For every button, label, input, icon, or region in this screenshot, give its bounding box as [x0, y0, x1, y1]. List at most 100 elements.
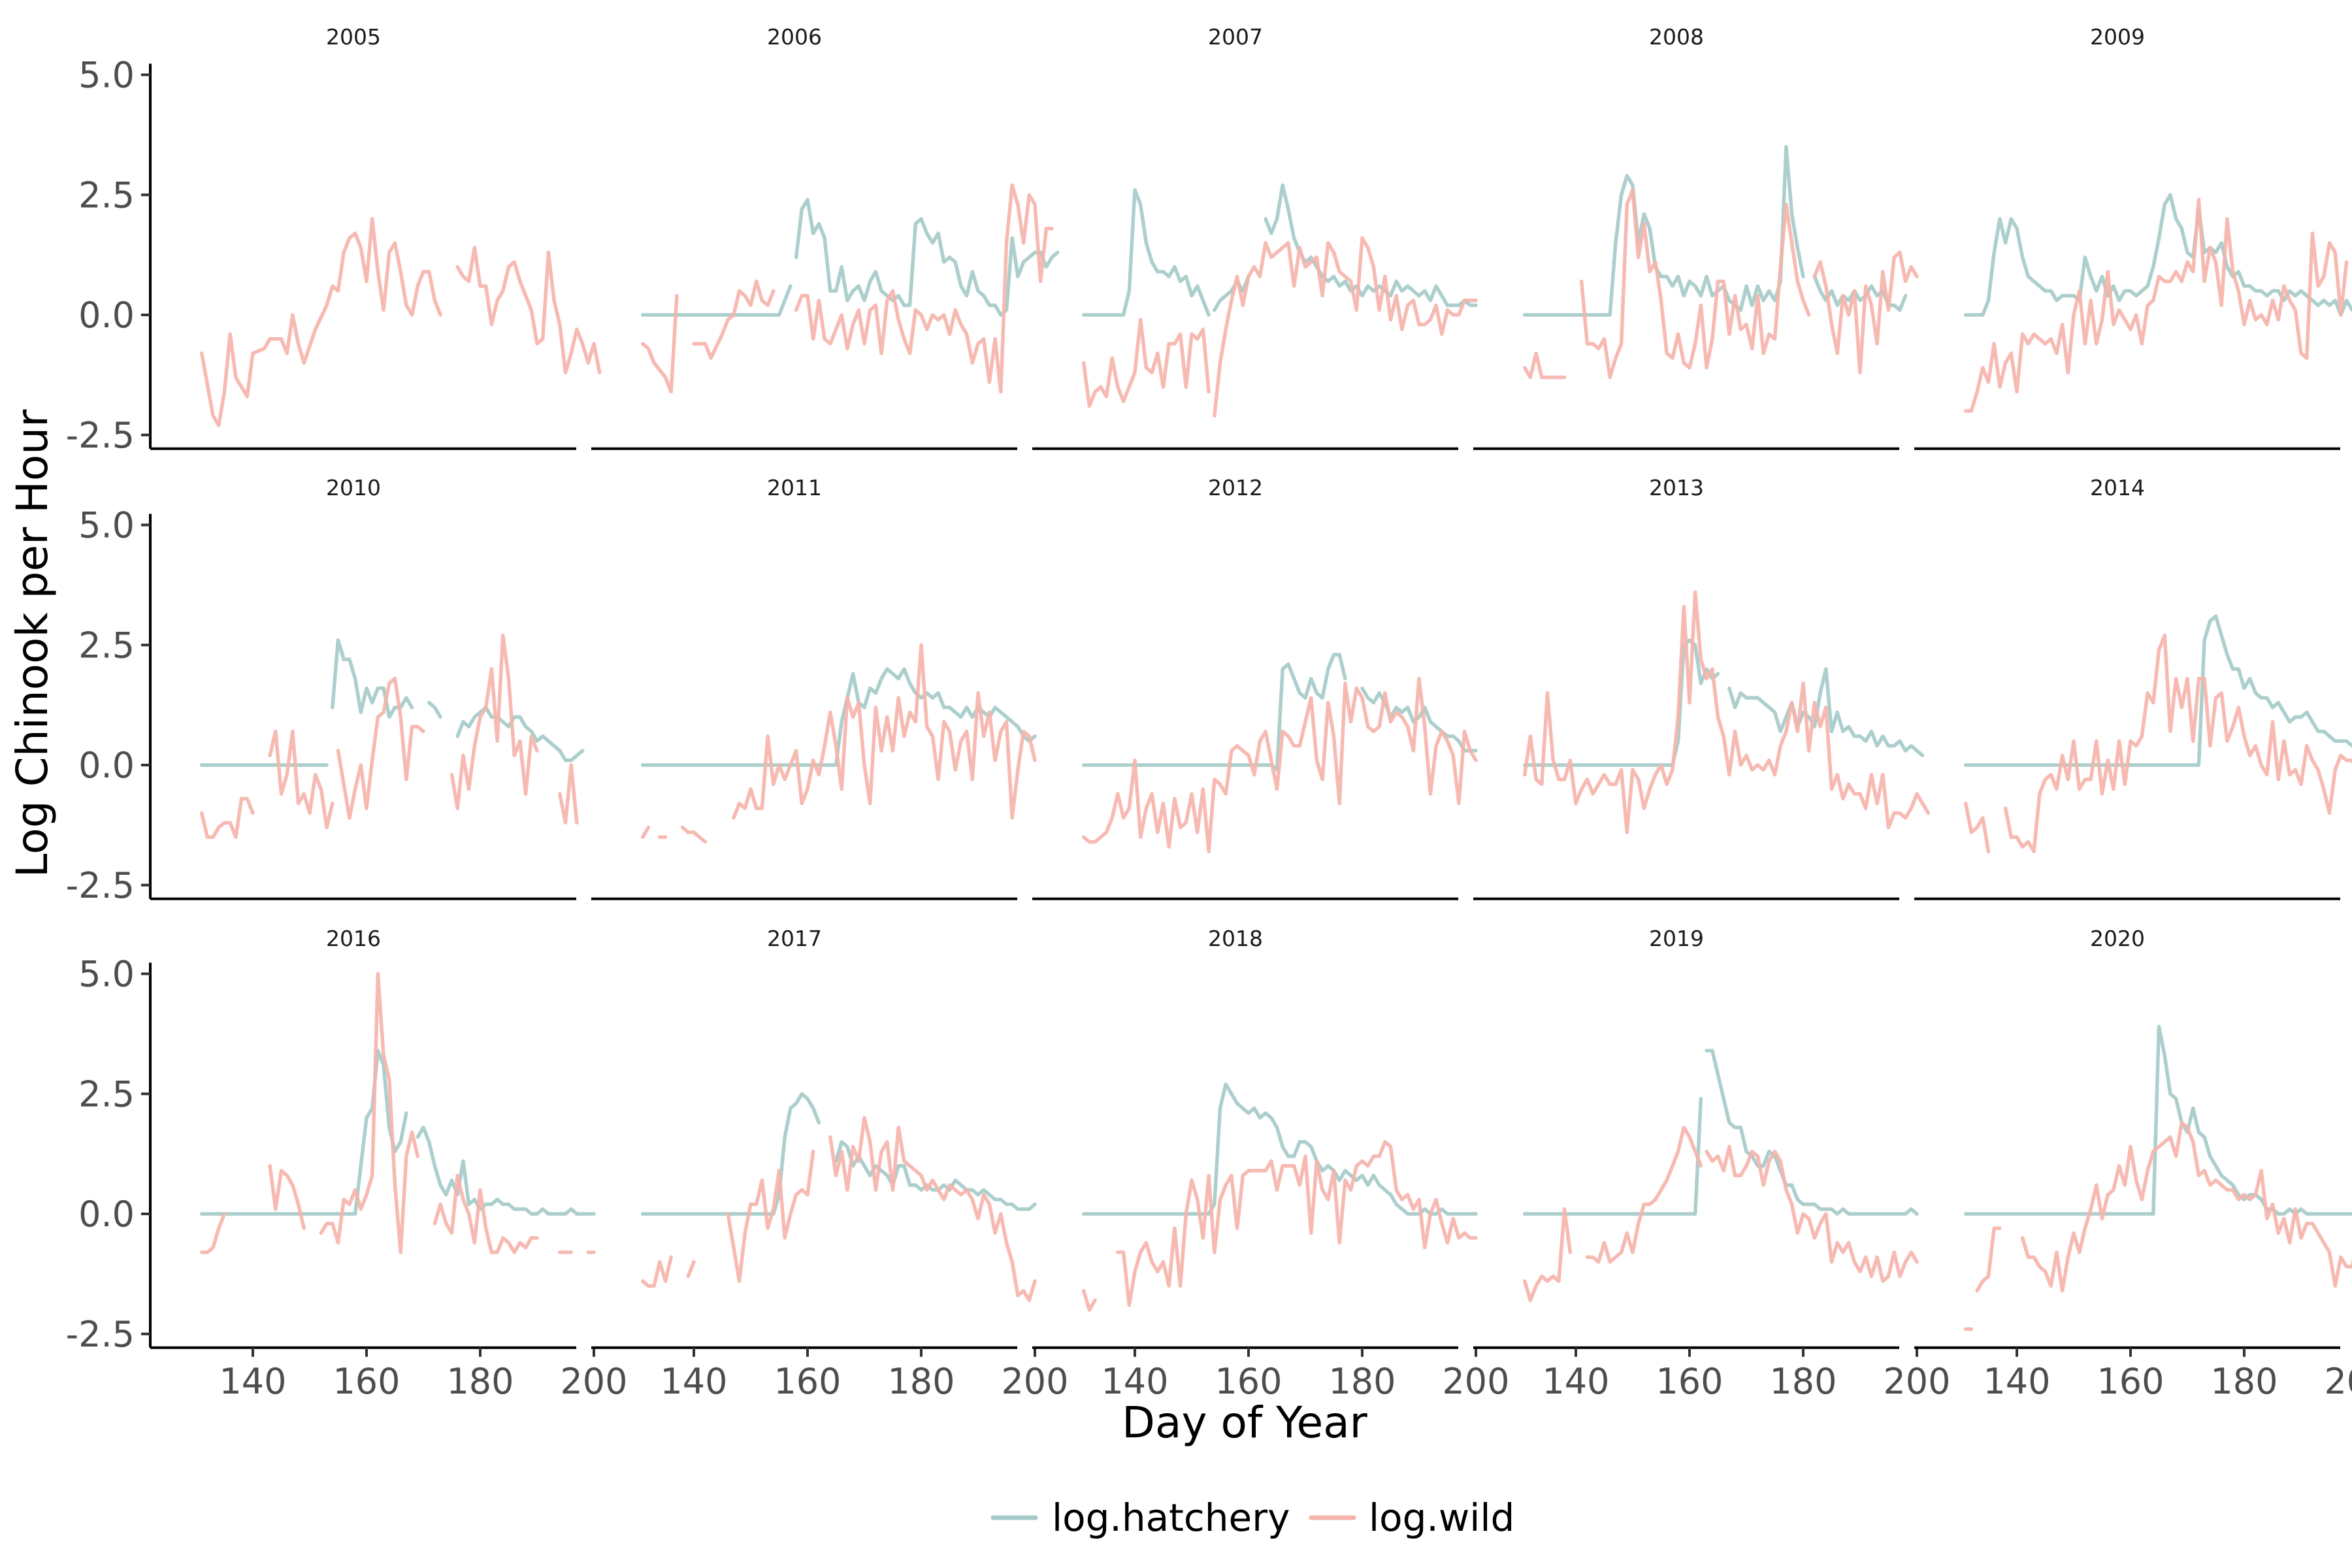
series-line-wild [199, 1212, 227, 1254]
y-tick-label: 0.0 [78, 295, 135, 336]
x-tick-label: 140 [1983, 1361, 2050, 1402]
facet-title: 2013 [1649, 475, 1704, 500]
series-line-wild [1213, 236, 1478, 418]
x-tick-label: 180 [446, 1361, 514, 1402]
series-line-wild [455, 246, 602, 374]
x-tick-label: 160 [774, 1361, 841, 1402]
facet-title: 2006 [767, 24, 822, 50]
x-tick-label: 200 [1001, 1361, 1068, 1402]
series-line-wild [558, 763, 579, 825]
series-line-wild [199, 796, 255, 840]
series-line-wild [1963, 802, 1991, 854]
facet-title: 2016 [326, 926, 381, 951]
series-line-wild [433, 1173, 539, 1254]
x-tick-label: 140 [660, 1361, 727, 1402]
y-tick-label: 5.0 [78, 55, 135, 96]
series-line-wild [336, 676, 425, 820]
series-line-hatchery [199, 1049, 408, 1216]
series-line-wild [2020, 1120, 2352, 1293]
series-line-hatchery [1705, 1049, 1919, 1216]
series-line-wild [1579, 188, 1811, 380]
series-line-hatchery [1963, 614, 2352, 767]
facet-title: 2017 [767, 926, 822, 951]
legend-label-wild: log.wild [1369, 1495, 1514, 1540]
series-line-wild [199, 217, 442, 427]
facet-panel-2009: 2009 [1914, 24, 2352, 450]
series-line-hatchery [640, 284, 792, 317]
facet-title: 2014 [2090, 475, 2145, 500]
series-line-hatchery [834, 1140, 1037, 1211]
x-tick-label: 160 [1215, 1361, 1282, 1402]
series-line-hatchery [1081, 1082, 1478, 1216]
facet-panel-2020: 2020 140 160 180 200 [1914, 926, 2352, 1402]
x-tick-label: 200 [2324, 1361, 2352, 1402]
x-tick-label: 140 [219, 1361, 286, 1402]
facet-panel-2019: 2019 140 160 180 200 [1473, 926, 1951, 1402]
y-axis-title: Log Chinook per Hour [7, 409, 57, 877]
series-line-hatchery [1360, 686, 1478, 753]
series-line-wild [732, 643, 1037, 820]
series-line-wild [319, 972, 420, 1254]
facet-title: 2009 [2090, 24, 2145, 50]
series-line-wild [1522, 590, 1931, 834]
series-line-hatchery [640, 667, 1037, 767]
y-tick-label: -2.5 [66, 1314, 135, 1355]
facet-panel-2014: 2014 [1914, 475, 2352, 900]
series-line-wild [268, 1164, 306, 1230]
facet-panel-2018: 2018 140 160 180 200 [1032, 926, 1510, 1402]
series-line-wild [1081, 318, 1211, 408]
facet-panel-2016: 2016 5.0 2.5 0.0 -2.5 140 160 180 200 [66, 926, 628, 1402]
x-axis-title: Day of Year [1122, 1397, 1367, 1448]
series-line-hatchery [1081, 188, 1211, 317]
series-line-hatchery [1522, 1096, 1703, 1216]
series-line-hatchery [1522, 145, 1805, 317]
x-tick-label: 180 [887, 1361, 955, 1402]
series-line-wild [1522, 351, 1567, 380]
series-line-wild [794, 183, 1054, 394]
y-tick-label: 2.5 [78, 174, 135, 216]
y-tick-label: 2.5 [78, 1073, 135, 1115]
facet-title: 2010 [326, 475, 381, 500]
x-tick-label: 200 [560, 1361, 627, 1402]
series-line-wild [828, 1116, 1037, 1303]
series-line-hatchery [1963, 193, 2352, 317]
series-line-wild [1585, 1125, 1703, 1264]
y-tick-label: -2.5 [66, 865, 135, 906]
facet-panel-2005: 2005 5.0 2.5 0.0 -2.5 [66, 24, 602, 456]
series-line-hatchery [416, 1125, 596, 1216]
legend: log.hatchery log.wild [990, 1495, 1514, 1540]
facet-panel-2006: 2006 [591, 24, 1060, 450]
y-tick-label: 0.0 [78, 1194, 135, 1235]
facet-title: 2012 [1208, 475, 1263, 500]
series-line-wild [1116, 1140, 1478, 1307]
series-line-hatchery [1213, 274, 1250, 312]
facet-title: 2020 [2090, 926, 2145, 951]
x-tick-label: 140 [1101, 1361, 1168, 1402]
series-line-wild [1081, 676, 1478, 854]
facet-panel-2013: 2013 [1473, 475, 1931, 900]
series-line-wild [1705, 1145, 1919, 1283]
x-tick-label: 200 [1442, 1361, 1509, 1402]
facet-title: 2018 [1208, 926, 1263, 951]
facet-title: 2019 [1649, 926, 1704, 951]
x-tick-label: 140 [1542, 1361, 1609, 1402]
panels: 2005 5.0 2.5 0.0 -2.5 2006 2007 2008 2009 2010 5.0… [66, 24, 2352, 1402]
series-line-wild [640, 825, 651, 840]
facet-panel-2011: 2011 [591, 475, 1037, 900]
x-tick-label: 180 [1328, 1361, 1396, 1402]
series-line-wild [640, 293, 679, 394]
series-line-wild [449, 633, 539, 810]
series-line-wild [692, 279, 776, 360]
facet-panel-2012: 2012 [1032, 475, 1478, 900]
facet-panel-2007: 2007 [1032, 24, 1478, 450]
legend-label-hatchery: log.hatchery [1052, 1495, 1290, 1540]
series-line-wild [268, 729, 335, 830]
series-line-wild [1522, 1207, 1573, 1303]
facet-title: 2005 [326, 24, 381, 50]
series-line-hatchery [427, 700, 442, 719]
series-line-wild [1963, 197, 2349, 413]
facet-panel-2008: 2008 [1473, 24, 1919, 450]
series-line-hatchery [1081, 653, 1347, 772]
facet-panel-2010: 2010 5.0 2.5 0.0 -2.5 [66, 475, 585, 906]
